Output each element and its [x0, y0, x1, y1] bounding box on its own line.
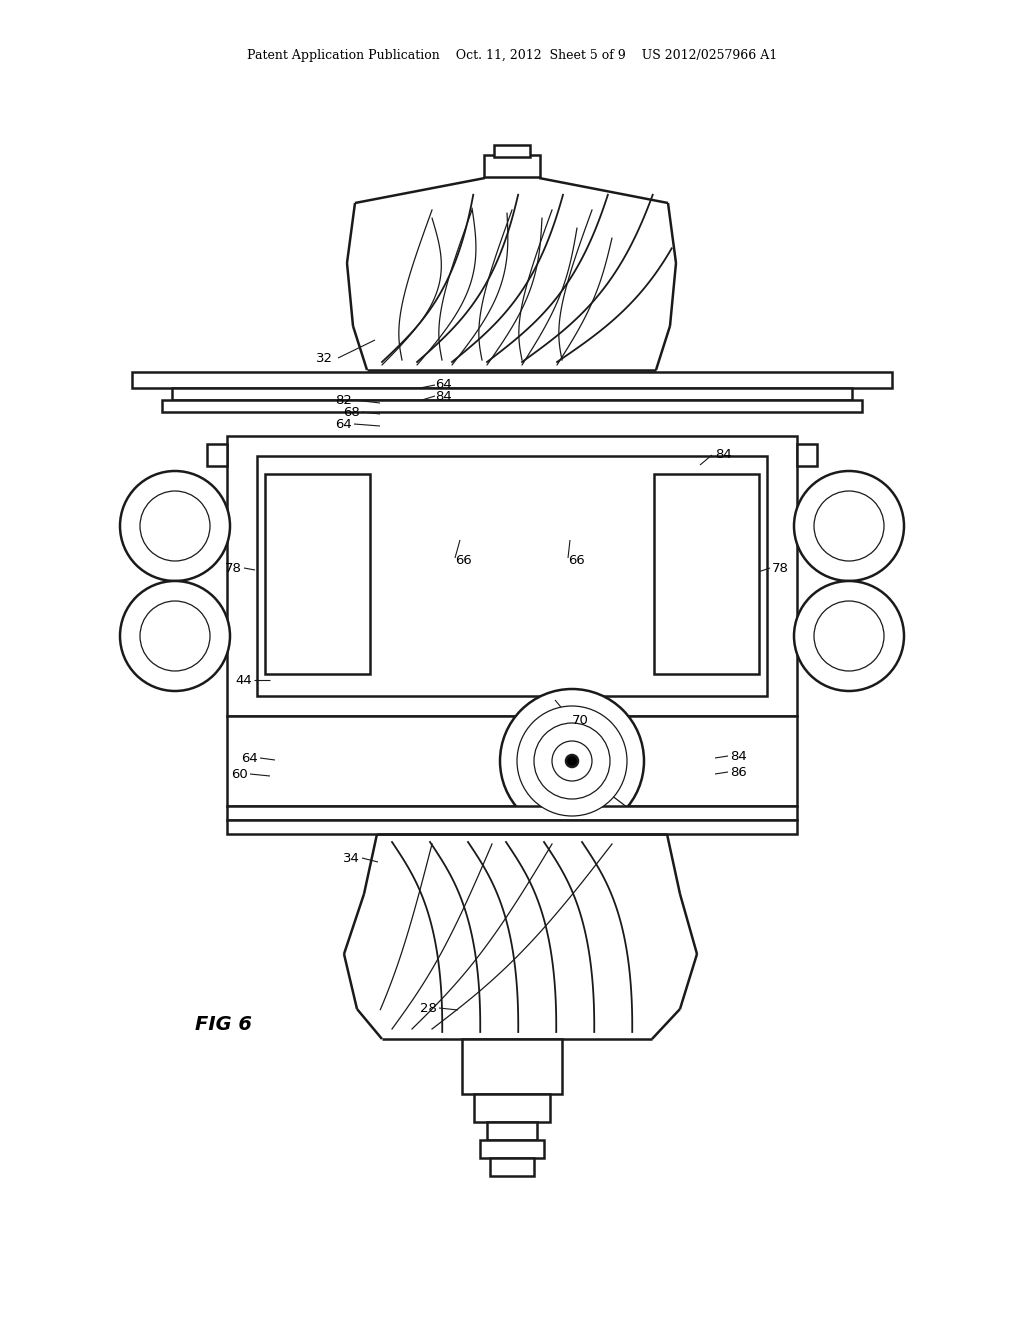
Polygon shape — [344, 834, 697, 1039]
Circle shape — [120, 581, 230, 690]
Text: 84: 84 — [715, 449, 732, 462]
Bar — [265, 474, 370, 675]
Circle shape — [794, 471, 904, 581]
Bar — [797, 444, 817, 466]
Text: 68: 68 — [343, 405, 360, 418]
Bar — [484, 154, 540, 177]
Text: 44: 44 — [236, 673, 252, 686]
Bar — [490, 1158, 534, 1176]
Bar — [132, 372, 892, 388]
Circle shape — [140, 601, 210, 671]
Text: 32: 32 — [316, 351, 333, 364]
Text: 60: 60 — [231, 767, 248, 780]
Circle shape — [534, 723, 610, 799]
Bar — [162, 400, 862, 412]
Circle shape — [552, 741, 592, 781]
Bar — [462, 1039, 562, 1094]
Text: 28: 28 — [420, 1002, 437, 1015]
Bar — [207, 444, 227, 466]
Text: 84: 84 — [730, 750, 746, 763]
Text: 34: 34 — [343, 851, 360, 865]
Polygon shape — [347, 178, 676, 370]
Bar — [227, 820, 797, 834]
Circle shape — [140, 491, 210, 561]
Text: 64: 64 — [242, 751, 258, 764]
Text: 70: 70 — [572, 714, 589, 726]
Text: 66: 66 — [568, 553, 585, 566]
Circle shape — [814, 601, 884, 671]
Bar — [480, 1140, 544, 1158]
Circle shape — [569, 758, 575, 764]
Bar — [257, 455, 767, 696]
Circle shape — [500, 689, 644, 833]
Text: 84: 84 — [435, 389, 452, 403]
Text: 82: 82 — [335, 393, 352, 407]
Bar — [227, 807, 797, 820]
Circle shape — [814, 491, 884, 561]
Bar — [494, 145, 530, 157]
Circle shape — [794, 581, 904, 690]
Bar — [487, 1122, 537, 1140]
Text: 64: 64 — [435, 379, 452, 392]
Text: FIG 6: FIG 6 — [195, 1015, 252, 1035]
Text: 86: 86 — [730, 766, 746, 779]
Text: 78: 78 — [225, 561, 242, 574]
Text: Patent Application Publication    Oct. 11, 2012  Sheet 5 of 9    US 2012/0257966: Patent Application Publication Oct. 11, … — [247, 49, 777, 62]
Bar — [227, 436, 797, 715]
Bar — [227, 715, 797, 807]
Bar — [474, 1094, 550, 1122]
Bar — [172, 388, 852, 400]
Circle shape — [566, 755, 578, 767]
Text: 78: 78 — [772, 561, 788, 574]
Bar — [654, 474, 759, 675]
Text: 66: 66 — [455, 553, 472, 566]
Text: 64: 64 — [335, 417, 352, 430]
Circle shape — [517, 706, 627, 816]
Circle shape — [120, 471, 230, 581]
